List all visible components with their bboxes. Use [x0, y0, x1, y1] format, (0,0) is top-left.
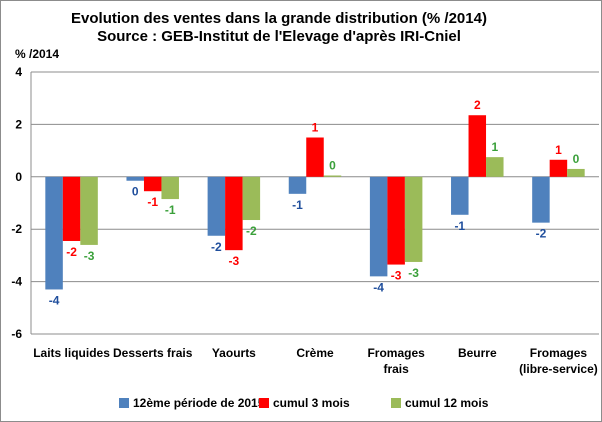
category-label: Fromages [530, 346, 588, 360]
data-label: 1 [312, 121, 319, 135]
category-label: Laits liquides [33, 346, 110, 360]
y-tick-label: -2 [11, 222, 22, 236]
bar [126, 176, 144, 181]
data-label: 2 [474, 98, 481, 112]
gridlines [30, 71, 599, 335]
bar [451, 176, 469, 215]
data-labels: -40-2-1-4-1-2-2-1-31-321-3-1-20-310 [49, 98, 580, 307]
category-label: Fromages [367, 346, 425, 360]
bar [486, 157, 504, 177]
y-tick-label: -6 [11, 327, 22, 341]
chart-title: Evolution des ventes dans la grande dist… [71, 10, 487, 27]
category-label: (libre-service) [519, 362, 598, 376]
data-label: -2 [211, 240, 222, 254]
category-label: Crème [296, 346, 334, 360]
data-label: 1 [555, 143, 562, 157]
data-label: -1 [165, 203, 176, 217]
y-tick-label: 0 [15, 170, 22, 184]
data-label: -1 [454, 219, 465, 233]
legend-swatch [391, 398, 401, 408]
data-label: -1 [292, 198, 303, 212]
category-label: Yaourts [212, 346, 256, 360]
bar [306, 137, 324, 177]
bar [207, 176, 226, 236]
legend-item: 12ème période de 2015 [119, 396, 265, 410]
legend: 12ème période de 2015 cumul 3 mois cumul 1… [119, 396, 489, 410]
bar [80, 176, 98, 245]
bar [567, 168, 585, 177]
category-label: Beurre [458, 346, 497, 360]
y-tick-label: 2 [15, 117, 22, 131]
legend-swatch [259, 398, 269, 408]
chart-subtitle: Source : GEB-Institut de l'Elevage d'apr… [97, 28, 461, 45]
data-label: -2 [246, 224, 257, 238]
bar [468, 115, 487, 177]
data-label: -4 [373, 280, 384, 294]
bar [62, 176, 81, 241]
category-label: Desserts frais [113, 346, 193, 360]
data-label: -3 [391, 269, 402, 283]
x-axis-categories: Laits liquides Desserts frais Yaourts Crème… [33, 346, 598, 376]
data-label: -3 [408, 266, 419, 280]
data-label: 0 [329, 158, 336, 172]
data-label: -3 [229, 254, 240, 268]
y-axis-unit-label: % /2014 [15, 47, 59, 61]
y-tick-label: 4 [15, 65, 22, 79]
bar [532, 176, 550, 223]
legend-label: cumul 12 mois [405, 396, 489, 410]
bar [323, 175, 342, 177]
data-label: -1 [147, 195, 158, 209]
bar [45, 176, 63, 290]
data-label: -2 [66, 245, 77, 259]
data-label: -2 [536, 227, 547, 241]
legend-item: cumul 12 mois [391, 396, 489, 410]
bar [288, 176, 307, 194]
bar [549, 159, 568, 177]
data-label: 0 [573, 152, 580, 166]
category-label: frais [383, 362, 409, 376]
data-label: -4 [49, 293, 60, 307]
bar [143, 176, 162, 192]
bars [45, 115, 585, 290]
data-label: 1 [491, 140, 498, 154]
legend-label: cumul 3 mois [273, 396, 350, 410]
legend-label: 12ème période de 2015 [133, 396, 265, 410]
bar [225, 176, 243, 251]
bar [161, 176, 179, 200]
legend-item: cumul 3 mois [259, 396, 350, 410]
y-tick-label: -4 [11, 275, 22, 289]
legend-swatch [119, 398, 129, 408]
bar [242, 176, 261, 221]
data-label: 0 [132, 185, 139, 199]
bar [387, 176, 405, 265]
bar [404, 176, 423, 262]
data-label: -3 [84, 249, 95, 263]
bar [369, 176, 388, 277]
y-axis-ticks: -6 -4 -2 0 2 4 [11, 65, 22, 341]
